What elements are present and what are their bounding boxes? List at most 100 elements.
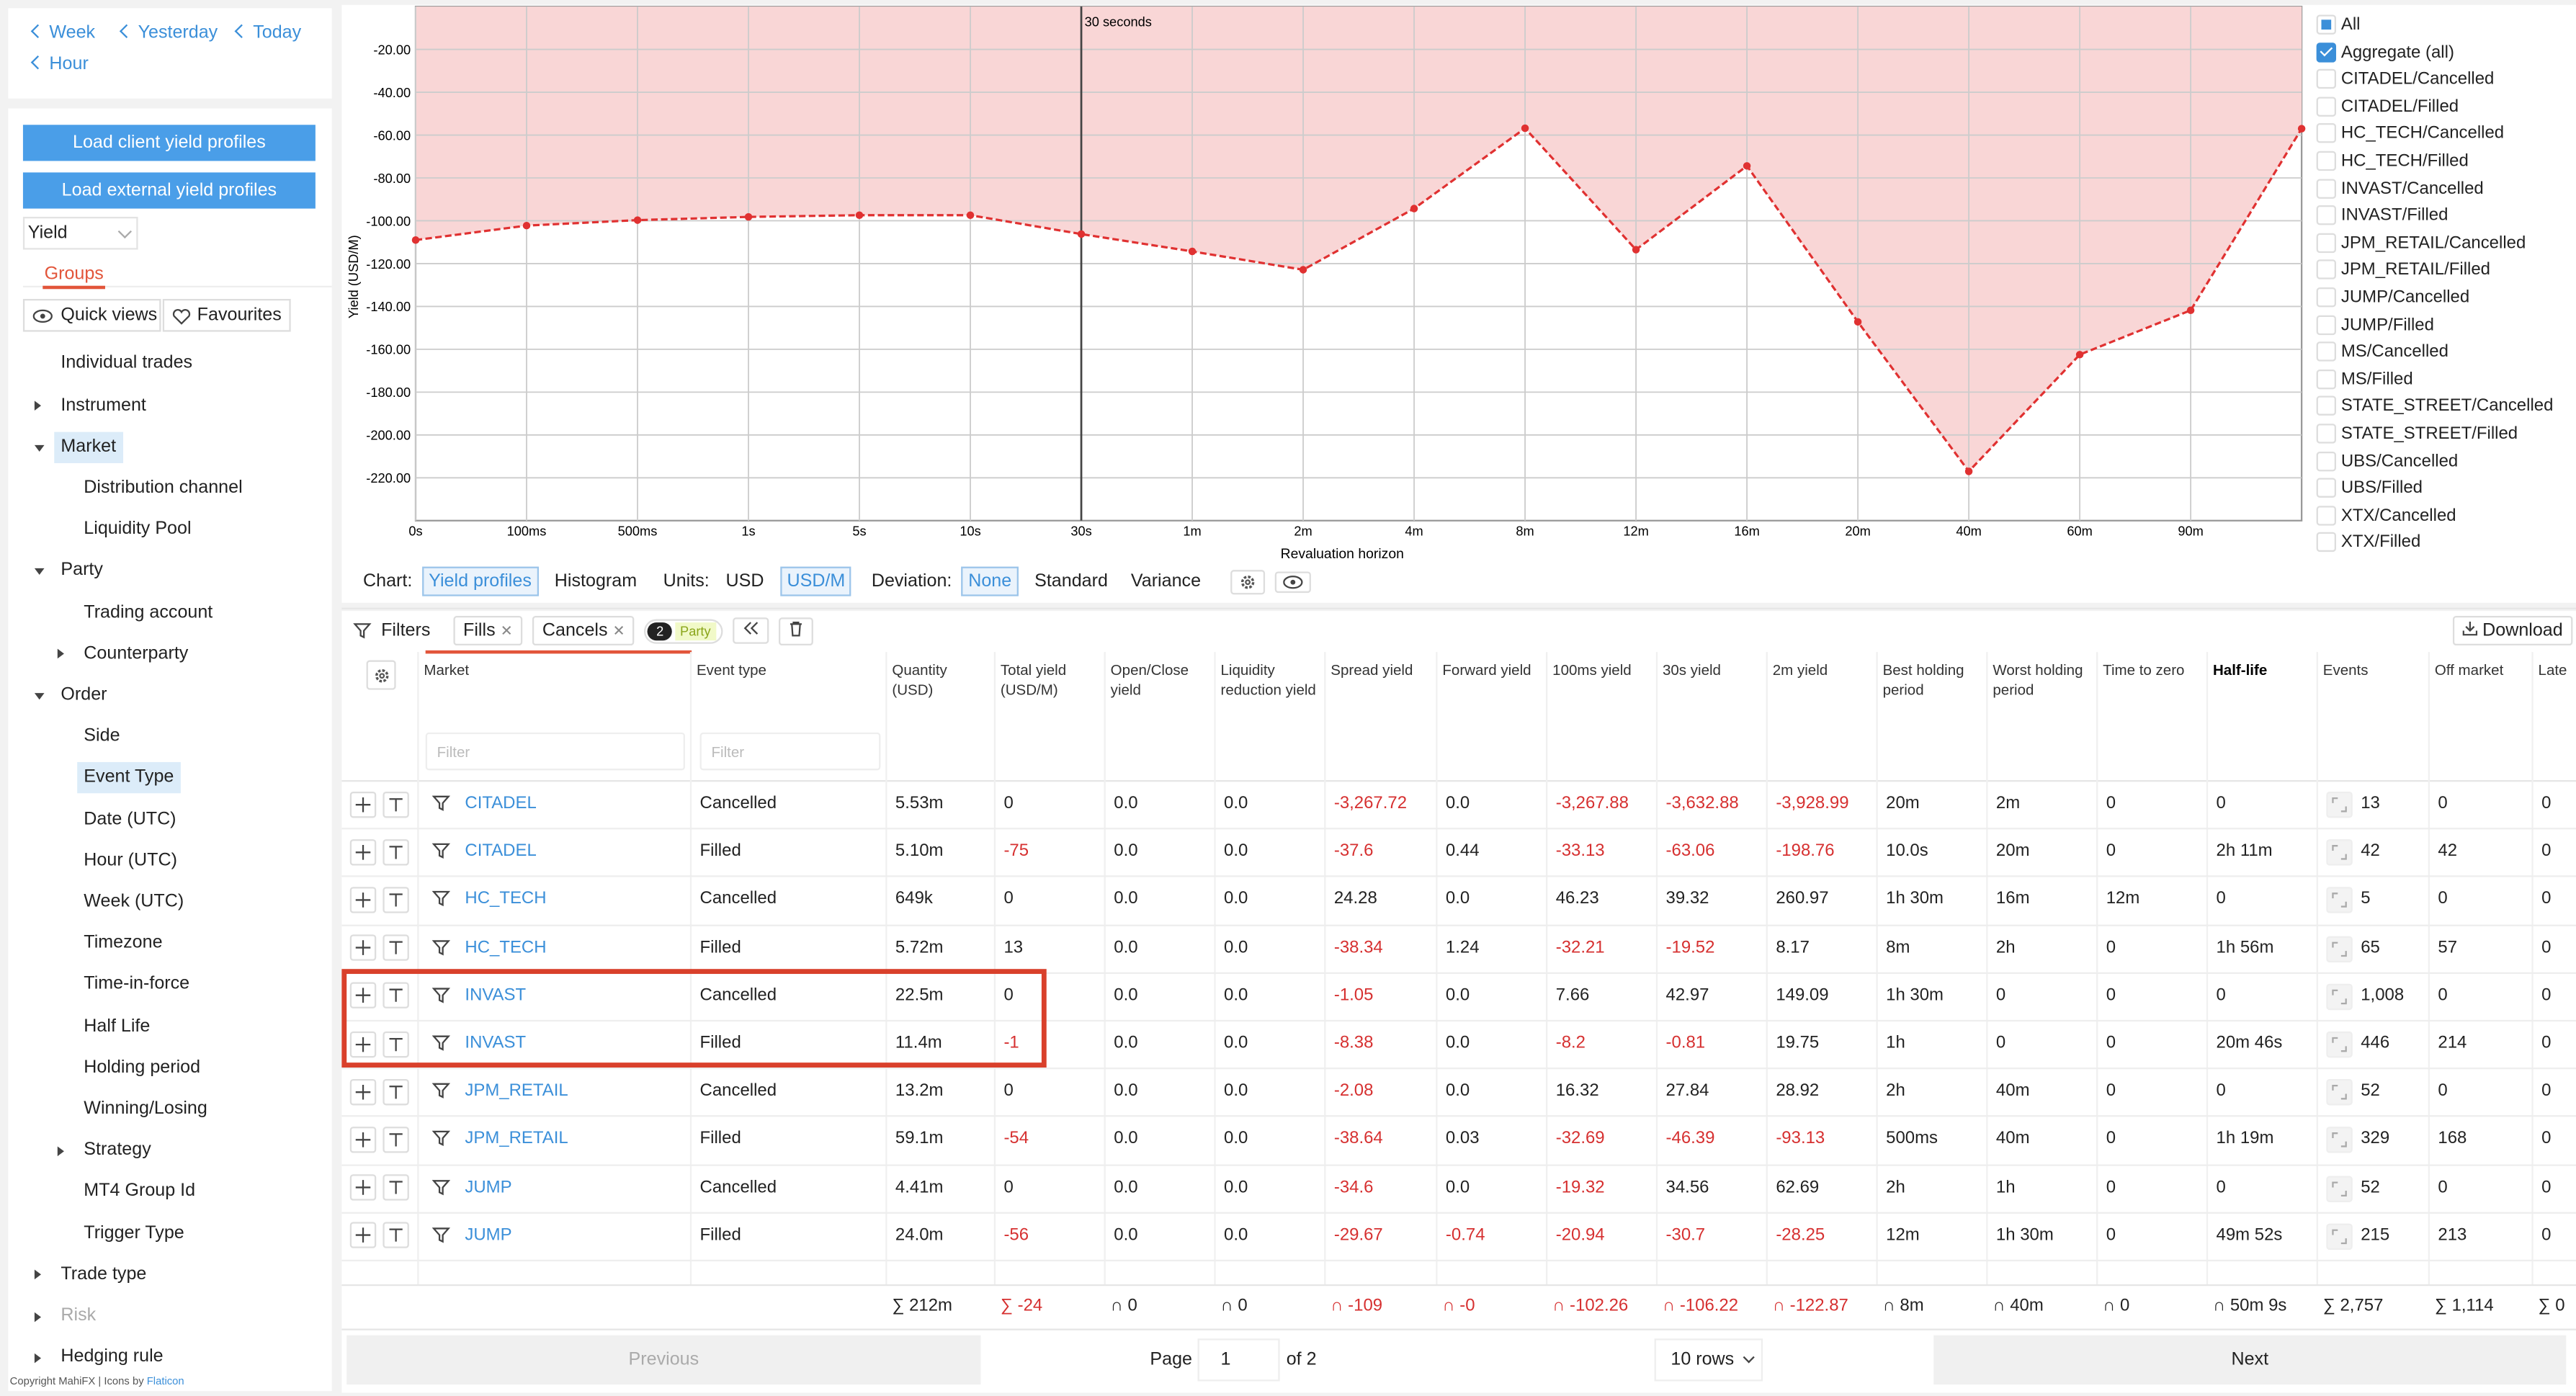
column-header[interactable]: Liquidity reduction yield bbox=[1220, 661, 1316, 697]
legend-item[interactable]: STATE_STREET/Filled bbox=[2316, 421, 2518, 447]
download-button[interactable]: Download bbox=[2452, 616, 2573, 646]
checkbox[interactable] bbox=[2316, 14, 2337, 35]
checkbox[interactable] bbox=[2316, 341, 2337, 362]
pin-button[interactable] bbox=[383, 1174, 409, 1202]
legend-item[interactable]: JPM_RETAIL/Filled bbox=[2316, 257, 2490, 283]
checkbox[interactable] bbox=[2316, 532, 2337, 552]
column-header[interactable]: Worst holding period bbox=[1993, 661, 2083, 697]
tree-item[interactable]: Strategy bbox=[0, 1130, 328, 1171]
filter-input[interactable]: Filter bbox=[699, 732, 881, 771]
control-option[interactable]: None bbox=[962, 566, 1019, 596]
measure-select[interactable]: Yield bbox=[22, 216, 138, 250]
row-filter-button[interactable] bbox=[431, 891, 451, 913]
market-link[interactable]: HC_TECH bbox=[465, 889, 547, 909]
column-header[interactable]: Late bbox=[2538, 661, 2567, 679]
legend-item[interactable]: JPM_RETAIL/Cancelled bbox=[2316, 230, 2526, 256]
legend-item[interactable]: JUMP/Filled bbox=[2316, 311, 2434, 337]
checkbox[interactable] bbox=[2316, 123, 2337, 144]
market-link[interactable]: HC_TECH bbox=[465, 936, 547, 957]
row-filter-button[interactable] bbox=[431, 1034, 451, 1056]
column-header[interactable]: Off market bbox=[2434, 661, 2504, 679]
expander[interactable] bbox=[34, 1270, 42, 1281]
events-icon[interactable] bbox=[2326, 1031, 2353, 1058]
market-link[interactable]: JUMP bbox=[465, 1225, 512, 1245]
pin-button[interactable] bbox=[383, 983, 409, 1009]
tree-item[interactable]: Trade type bbox=[0, 1254, 328, 1295]
control-option[interactable]: USD bbox=[725, 571, 764, 591]
checkbox[interactable] bbox=[2316, 396, 2337, 416]
expander[interactable] bbox=[34, 401, 42, 411]
legend-item[interactable]: Aggregate (all) bbox=[2316, 39, 2454, 65]
market-link[interactable]: INVAST bbox=[465, 985, 527, 1005]
control-option[interactable]: Standard bbox=[1034, 571, 1108, 591]
legend-item[interactable]: INVAST/Filled bbox=[2316, 202, 2448, 228]
expand-button[interactable] bbox=[349, 983, 377, 1009]
flaticon-link[interactable]: Flaticon bbox=[146, 1376, 184, 1388]
expander[interactable] bbox=[34, 693, 45, 700]
tree-item[interactable]: Side bbox=[0, 717, 328, 758]
checkbox[interactable] bbox=[2316, 178, 2337, 198]
events-icon[interactable] bbox=[2326, 1127, 2353, 1154]
chart-settings-button[interactable] bbox=[1230, 569, 1265, 594]
row-filter-button[interactable] bbox=[431, 1131, 451, 1153]
expand-button[interactable] bbox=[349, 791, 377, 818]
checkbox[interactable] bbox=[2316, 42, 2337, 62]
expander[interactable] bbox=[57, 649, 64, 660]
pin-button[interactable] bbox=[383, 838, 409, 866]
column-header[interactable]: Event type bbox=[696, 661, 766, 679]
chip-close[interactable]: ✕ bbox=[500, 622, 513, 639]
tree-item[interactable]: Party bbox=[0, 551, 328, 592]
tree-item[interactable]: Trigger Type bbox=[0, 1213, 328, 1254]
expand-button[interactable] bbox=[349, 838, 377, 866]
row-filter-button[interactable] bbox=[431, 939, 451, 960]
events-icon[interactable] bbox=[2326, 983, 2353, 1010]
delete-button[interactable] bbox=[778, 617, 813, 645]
legend-item[interactable]: JUMP/Cancelled bbox=[2316, 284, 2469, 310]
legend-item[interactable]: UBS/Cancelled bbox=[2316, 448, 2458, 474]
column-header[interactable]: 30s yield bbox=[1662, 661, 1721, 679]
checkbox[interactable] bbox=[2316, 369, 2337, 389]
favourites-button[interactable]: Favourites bbox=[162, 298, 291, 332]
legend-item[interactable]: CITADEL/Cancelled bbox=[2316, 66, 2494, 92]
events-icon[interactable] bbox=[2326, 1223, 2353, 1250]
collapse-button[interactable] bbox=[732, 617, 769, 644]
legend-item[interactable]: CITADEL/Filled bbox=[2316, 93, 2459, 119]
quick-views-button[interactable]: Quick views bbox=[22, 298, 161, 332]
events-icon[interactable] bbox=[2326, 1079, 2353, 1106]
legend-item[interactable]: INVAST/Cancelled bbox=[2316, 175, 2484, 201]
events-icon[interactable] bbox=[2326, 1175, 2353, 1202]
previous-button[interactable]: Previous bbox=[346, 1335, 981, 1385]
tree-item[interactable]: Winning/Losing bbox=[0, 1089, 328, 1130]
checkbox[interactable] bbox=[2316, 505, 2337, 526]
nav-link[interactable]: Yesterday bbox=[119, 23, 218, 42]
pin-button[interactable] bbox=[383, 887, 409, 913]
tree-item[interactable]: Time-in-force bbox=[0, 965, 328, 1006]
expand-button[interactable] bbox=[349, 1127, 377, 1153]
market-link[interactable]: CITADEL bbox=[465, 841, 537, 862]
tree-item[interactable]: Liquidity Pool bbox=[0, 509, 328, 550]
pin-button[interactable] bbox=[383, 1078, 409, 1105]
tree-item[interactable]: Risk bbox=[0, 1296, 328, 1337]
market-link[interactable]: JPM_RETAIL bbox=[465, 1080, 568, 1101]
row-filter-button[interactable] bbox=[431, 795, 451, 817]
tree-item[interactable]: Event Type bbox=[0, 758, 328, 799]
expander[interactable] bbox=[34, 1311, 42, 1322]
events-icon[interactable] bbox=[2326, 935, 2353, 962]
party-toggle[interactable]: 2 Party bbox=[645, 618, 723, 643]
page-input[interactable]: 1 bbox=[1197, 1338, 1280, 1382]
control-option[interactable]: Variance bbox=[1130, 571, 1202, 591]
expand-button[interactable] bbox=[349, 1078, 377, 1105]
pin-button[interactable] bbox=[383, 934, 409, 962]
nav-link[interactable]: Today bbox=[234, 23, 301, 42]
control-option[interactable]: USD/M bbox=[780, 566, 852, 596]
column-header[interactable]: Forward yield bbox=[1442, 661, 1531, 679]
tree-item[interactable]: Counterparty bbox=[0, 634, 328, 675]
nav-link[interactable]: Hour bbox=[30, 54, 89, 74]
row-filter-button[interactable] bbox=[431, 1083, 451, 1104]
tree-item[interactable]: Instrument bbox=[0, 385, 328, 426]
filter-chip[interactable]: Fills ✕ bbox=[453, 616, 523, 646]
column-header[interactable]: Quantity (USD) bbox=[892, 661, 947, 697]
expand-button[interactable] bbox=[349, 1174, 377, 1202]
expander[interactable] bbox=[57, 1145, 64, 1156]
pin-button[interactable] bbox=[383, 1127, 409, 1153]
